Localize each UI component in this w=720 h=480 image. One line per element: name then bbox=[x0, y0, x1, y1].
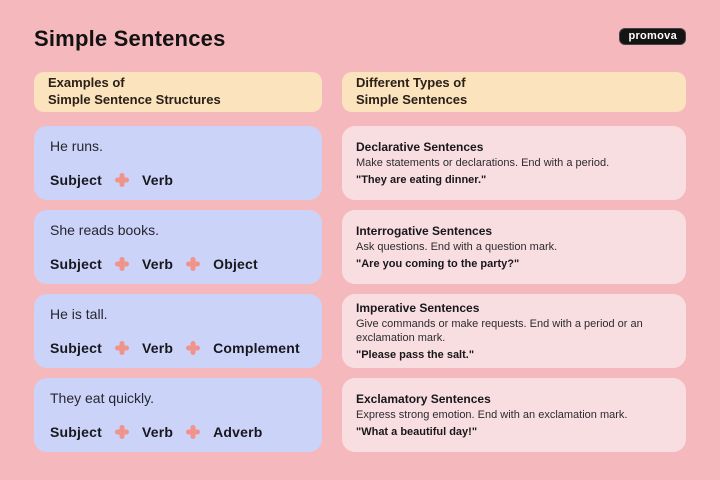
formula-part: Verb bbox=[141, 340, 174, 356]
type-title: Interrogative Sentences bbox=[356, 224, 493, 239]
formula-part: Complement bbox=[213, 340, 300, 356]
example-sentence: He is tall. bbox=[50, 306, 108, 322]
structure-card-subject-verb-adverb: They eat quickly. Subject Verb Adverb bbox=[34, 378, 322, 452]
structure-card-subject-verb-complement: He is tall. Subject Verb Complement bbox=[34, 294, 322, 368]
structure-card-subject-verb-object: She reads books. Subject Verb Object bbox=[34, 210, 322, 284]
page-title: Simple Sentences bbox=[34, 26, 226, 51]
type-example: "Are you coming to the party?" bbox=[356, 257, 520, 270]
type-example: "What a beautiful day!" bbox=[356, 425, 478, 438]
plus-icon bbox=[115, 173, 129, 187]
type-card-interrogative: Interrogative Sentences Ask questions. E… bbox=[342, 210, 686, 284]
example-sentence: He runs. bbox=[50, 138, 103, 154]
formula-part: Subject bbox=[50, 424, 102, 440]
top-bar: Simple Sentences promova bbox=[34, 26, 686, 52]
content-columns: Examples of Simple Sentence Structures H… bbox=[34, 72, 686, 462]
plus-icon bbox=[115, 425, 129, 439]
example-sentence: They eat quickly. bbox=[50, 390, 155, 406]
promova-logo: promova bbox=[619, 28, 686, 45]
structures-column: Examples of Simple Sentence Structures H… bbox=[34, 72, 322, 462]
structure-formula: Subject Verb bbox=[50, 172, 306, 188]
formula-part: Subject bbox=[50, 340, 102, 356]
formula-part: Verb bbox=[141, 256, 174, 272]
type-description: Express strong emotion. End with an excl… bbox=[356, 409, 628, 422]
type-card-declarative: Declarative Sentences Make statements or… bbox=[342, 126, 686, 200]
structures-header-line2: Simple Sentence Structures bbox=[48, 92, 221, 107]
formula-part: Adverb bbox=[213, 424, 263, 440]
type-card-exclamatory: Exclamatory Sentences Express strong emo… bbox=[342, 378, 686, 452]
type-card-imperative: Imperative Sentences Give commands or ma… bbox=[342, 294, 686, 368]
plus-icon bbox=[115, 341, 129, 355]
type-description: Ask questions. End with a question mark. bbox=[356, 241, 558, 254]
structures-column-header: Examples of Simple Sentence Structures bbox=[34, 72, 322, 112]
structure-formula: Subject Verb Object bbox=[50, 256, 306, 272]
type-example: "Please pass the salt." bbox=[356, 348, 475, 361]
plus-icon bbox=[186, 425, 200, 439]
type-title: Imperative Sentences bbox=[356, 301, 480, 316]
types-column-header: Different Types of Simple Sentences bbox=[342, 72, 686, 112]
types-header-line2: Simple Sentences bbox=[356, 92, 468, 107]
types-header-line1: Different Types of bbox=[356, 75, 466, 91]
formula-part: Subject bbox=[50, 256, 102, 272]
example-sentence: She reads books. bbox=[50, 222, 159, 238]
type-description: Give commands or make requests. End with… bbox=[356, 318, 643, 344]
plus-icon bbox=[186, 341, 200, 355]
structure-card-subject-verb: He runs. Subject Verb bbox=[34, 126, 322, 200]
structure-formula: Subject Verb Adverb bbox=[50, 424, 306, 440]
type-example: "They are eating dinner." bbox=[356, 173, 487, 186]
formula-part: Subject bbox=[50, 172, 102, 188]
structures-header-line1: Examples of bbox=[48, 75, 125, 91]
type-title: Exclamatory Sentences bbox=[356, 392, 491, 407]
formula-part: Verb bbox=[141, 424, 174, 440]
type-description: Make statements or declarations. End wit… bbox=[356, 157, 610, 170]
plus-icon bbox=[115, 257, 129, 271]
type-title: Declarative Sentences bbox=[356, 140, 484, 155]
plus-icon bbox=[186, 257, 200, 271]
formula-part: Verb bbox=[141, 172, 174, 188]
formula-part: Object bbox=[213, 256, 258, 272]
types-column: Different Types of Simple Sentences Decl… bbox=[342, 72, 686, 462]
structure-formula: Subject Verb Complement bbox=[50, 340, 306, 356]
